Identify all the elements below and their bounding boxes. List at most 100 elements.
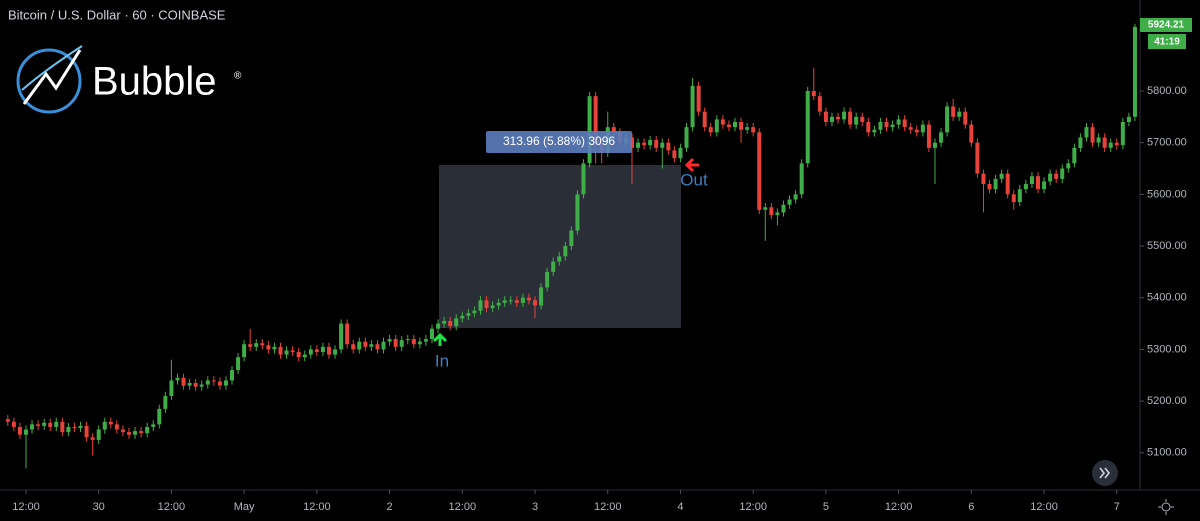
x-tick-label: 7: [1114, 501, 1120, 513]
candle-body: [866, 121, 871, 133]
candle-body: [436, 323, 441, 329]
candle-body: [211, 380, 216, 382]
candle-body: [1096, 137, 1101, 143]
measure-label: 313.96 (5.88%) 3096: [503, 134, 615, 148]
candle-body: [890, 124, 895, 128]
logo-text: Bubble: [92, 60, 217, 104]
candle-body: [660, 142, 665, 148]
candle-body: [575, 194, 580, 231]
candle-body: [102, 421, 107, 430]
candle-body: [17, 426, 22, 435]
y-tick-label: 5300.00: [1147, 343, 1187, 355]
candle-body: [932, 142, 937, 148]
candle-body: [66, 426, 71, 433]
x-tick-label: 12:00: [885, 501, 913, 513]
candle-body: [884, 121, 889, 128]
candle-body: [308, 349, 313, 355]
candle-body: [514, 300, 519, 303]
candle-body: [84, 425, 89, 438]
candle-body: [708, 127, 713, 133]
candle-body: [1017, 189, 1022, 203]
candle-body: [120, 429, 125, 433]
logo-trend: [22, 49, 82, 105]
candle-body: [533, 300, 538, 306]
candle-body: [745, 127, 750, 130]
logo: Bubble ®: [16, 45, 242, 114]
candle-body: [72, 426, 77, 428]
candle-body: [30, 424, 35, 430]
y-tick-label: 5800.00: [1147, 85, 1187, 97]
candle-body: [769, 207, 774, 216]
candle-body: [230, 370, 235, 381]
candle-body: [1114, 142, 1119, 146]
settings-icon[interactable]: [1161, 502, 1171, 512]
settings-button[interactable]: [1158, 499, 1174, 515]
candle-body: [1132, 26, 1137, 117]
candle-body: [836, 116, 841, 120]
candle-body: [375, 344, 380, 350]
candle-body: [1090, 127, 1095, 143]
candle-body: [593, 96, 598, 143]
candle-body: [442, 320, 447, 324]
x-tick-label: 3: [532, 501, 538, 513]
x-tick-label: 12:00: [12, 501, 40, 513]
candle-body: [1060, 168, 1065, 179]
candle-body: [1102, 137, 1107, 148]
candle-body: [472, 310, 477, 314]
candle-body: [1084, 127, 1089, 138]
x-tick-label: 6: [968, 501, 974, 513]
candle-body: [939, 132, 944, 143]
candle-body: [969, 124, 974, 143]
price-label-box: [1140, 18, 1192, 32]
x-tick-label: 12:00: [594, 501, 622, 513]
y-tick-label: 5500.00: [1147, 240, 1187, 252]
logo-ring: [16, 48, 82, 114]
candle-body: [320, 346, 325, 352]
candle-body: [702, 111, 707, 128]
candle-body: [114, 424, 119, 430]
candle-body: [551, 261, 556, 272]
candle-body: [496, 302, 501, 306]
candle-body: [1072, 147, 1077, 164]
candle-body: [54, 421, 59, 427]
candle-body: [42, 422, 47, 426]
candle-body: [417, 341, 422, 345]
candle-body: [1126, 116, 1131, 122]
candle-body: [430, 328, 434, 340]
candle-body: [460, 315, 465, 319]
exit-arrow: [684, 157, 699, 173]
candle-body: [90, 437, 95, 440]
candle-body: [284, 350, 289, 355]
candle-body: [387, 339, 392, 342]
candle-body: [1023, 184, 1028, 190]
x-tick-label: 5: [823, 501, 829, 513]
candle-body: [793, 194, 798, 200]
candle-body: [363, 341, 368, 347]
candle-body: [902, 119, 907, 128]
candle-body: [60, 421, 65, 433]
candle-body: [678, 147, 683, 159]
candle-body: [242, 344, 247, 358]
candle-body: [1066, 163, 1071, 169]
candle-body: [248, 344, 253, 347]
candle-body: [914, 129, 919, 133]
candle-body: [272, 346, 277, 350]
candle-body: [829, 116, 834, 122]
candle-body: [563, 246, 568, 257]
candle-body: [739, 121, 744, 130]
candle-body: [714, 119, 719, 133]
candle-body: [654, 140, 659, 148]
candle-body: [199, 384, 204, 387]
candle-body: [139, 431, 144, 434]
candle-body: [817, 96, 822, 112]
candle-body: [357, 341, 362, 350]
range-box: [439, 165, 681, 328]
candle-body: [163, 395, 168, 409]
candle-body: [448, 320, 453, 327]
candle-body: [1120, 121, 1125, 146]
candle-body: [920, 124, 925, 133]
candle-body: [490, 305, 495, 309]
x-tick-label: 12:00: [739, 501, 767, 513]
candle-body: [963, 111, 968, 125]
scroll-button[interactable]: [1092, 460, 1118, 486]
